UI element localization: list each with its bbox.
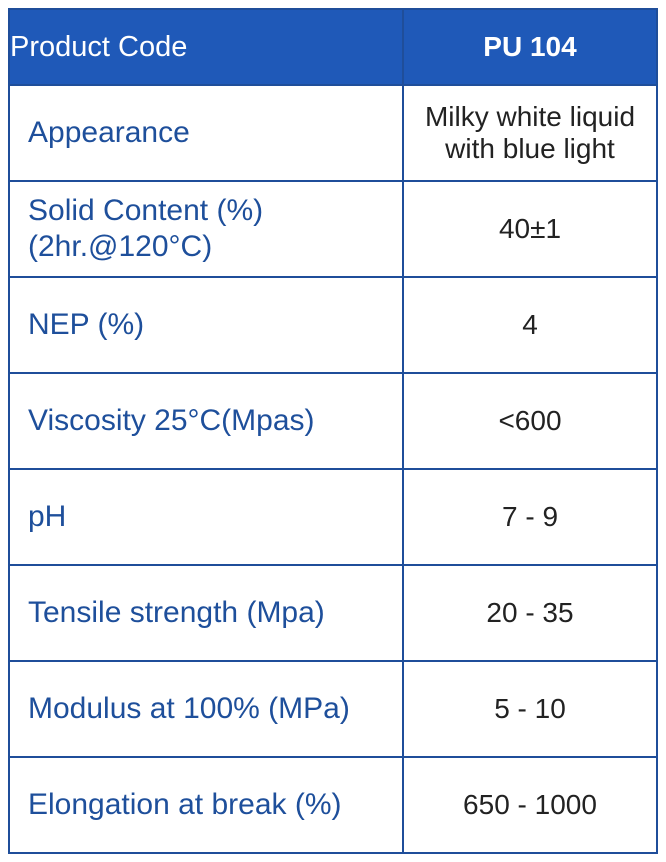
value-text: 5 - 10 xyxy=(494,692,566,724)
property-cell: NEP (%) xyxy=(8,276,404,374)
property-name: pH xyxy=(28,500,67,533)
property-name: Modulus at 100% (MPa) xyxy=(28,692,350,725)
value-cell: 7 - 9 xyxy=(402,468,658,566)
table-row: Solid Content (%) (2hr.@120°C) 40±1 xyxy=(8,180,658,278)
value-cell: 650 - 1000 xyxy=(402,756,658,854)
header-label: Product Code xyxy=(8,8,404,86)
value-cell: Milky white liquid with blue light xyxy=(402,84,658,182)
property-cell: pH xyxy=(8,468,404,566)
value-text: <600 xyxy=(498,404,562,436)
property-name: Elongation at break (%) xyxy=(28,788,342,821)
value-cell: 40±1 xyxy=(402,180,658,278)
property-name: Appearance xyxy=(28,116,190,149)
spec-table: Product Code PU 104 Appearance Milky whi… xyxy=(8,8,658,854)
table-row: Elongation at break (%) 650 - 1000 xyxy=(8,756,658,854)
property-name: (2hr.@120°C) xyxy=(28,230,213,263)
value-text: 40±1 xyxy=(498,212,562,244)
value-text: 650 - 1000 xyxy=(463,788,597,820)
header-row: Product Code PU 104 xyxy=(8,8,658,86)
table-row: pH 7 - 9 xyxy=(8,468,658,566)
property-name: Viscosity 25°C(Mpas) xyxy=(28,404,315,437)
property-cell: Modulus at 100% (MPa) xyxy=(8,660,404,758)
value-text: with blue light xyxy=(445,133,615,164)
value-text: 4 xyxy=(522,308,538,340)
property-cell: Solid Content (%) (2hr.@120°C) xyxy=(8,180,404,278)
value-text: 20 - 35 xyxy=(486,596,574,628)
value-text: Milky white liquid xyxy=(424,100,636,132)
value-cell: 5 - 10 xyxy=(402,660,658,758)
table-row: Tensile strength (Mpa) 20 - 35 xyxy=(8,564,658,662)
property-cell: Tensile strength (Mpa) xyxy=(8,564,404,662)
property-cell: Viscosity 25°C(Mpas) xyxy=(8,372,404,470)
property-name: NEP (%) xyxy=(28,308,145,341)
property-cell: Elongation at break (%) xyxy=(8,756,404,854)
value-text: 7 - 9 xyxy=(501,500,559,532)
value-cell: 20 - 35 xyxy=(402,564,658,662)
table-row: Modulus at 100% (MPa) 5 - 10 xyxy=(8,660,658,758)
value-cell: 4 xyxy=(402,276,658,374)
header-value: PU 104 xyxy=(402,8,658,86)
property-name: Solid Content (%) xyxy=(28,194,264,227)
table-row: NEP (%) 4 xyxy=(8,276,658,374)
property-cell: Appearance xyxy=(8,84,404,182)
table-row: Appearance Milky white liquid with blue … xyxy=(8,84,658,182)
property-name: Tensile strength (Mpa) xyxy=(28,596,325,629)
table-row: Viscosity 25°C(Mpas) <600 xyxy=(8,372,658,470)
value-cell: <600 xyxy=(402,372,658,470)
